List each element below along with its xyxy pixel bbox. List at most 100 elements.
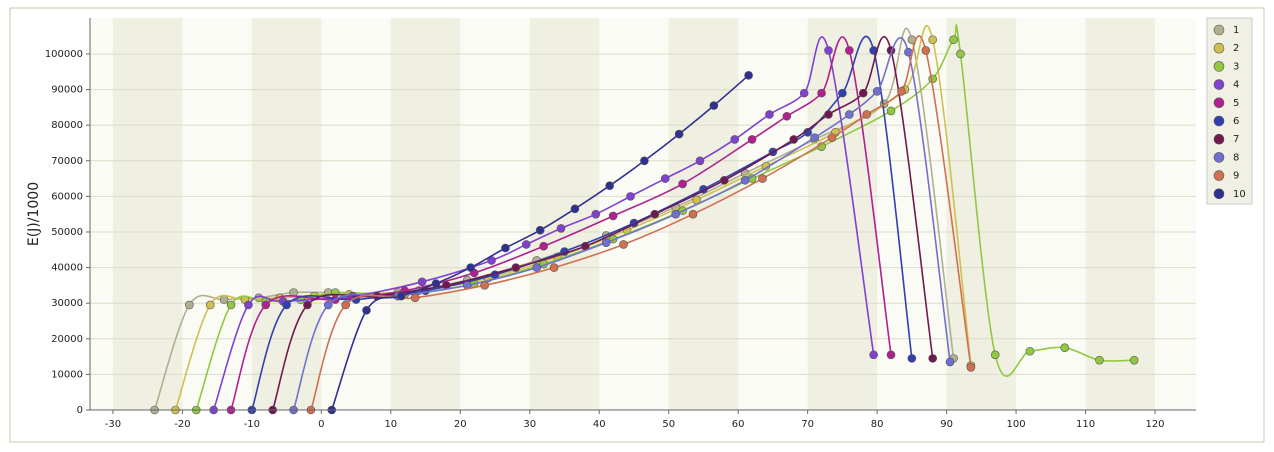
data-point	[789, 135, 799, 144]
data-point	[205, 300, 215, 310]
data-point	[782, 111, 792, 121]
data-point	[845, 46, 854, 55]
legend-label: 2	[1233, 43, 1239, 54]
data-point	[431, 279, 441, 288]
x-tick-label: -20	[174, 419, 190, 430]
x-tick-label: 70	[801, 419, 814, 430]
data-point	[886, 106, 896, 116]
data-point	[817, 88, 826, 98]
x-tick-label: 90	[940, 419, 953, 430]
data-point	[1060, 343, 1069, 352]
data-point	[410, 293, 420, 303]
y-tick-label: 70000	[51, 156, 83, 167]
band	[807, 18, 878, 410]
data-point	[532, 263, 542, 272]
y-axis-label: E(J)/1000	[26, 182, 42, 246]
data-point	[858, 88, 868, 98]
data-point	[261, 300, 271, 310]
data-point	[956, 49, 965, 59]
data-point	[824, 46, 833, 55]
data-point	[282, 300, 291, 310]
x-tick-label: 110	[1076, 419, 1095, 430]
legend-marker	[1213, 97, 1225, 109]
legend-label: 5	[1233, 98, 1239, 109]
data-point	[660, 174, 670, 183]
y-tick-label: 60000	[51, 191, 83, 202]
data-point	[185, 300, 194, 310]
legend-label: 10	[1233, 189, 1246, 200]
legend-label: 9	[1233, 171, 1239, 182]
series-line	[212, 36, 875, 411]
data-point	[928, 35, 937, 45]
data-point	[303, 300, 312, 310]
band	[946, 18, 1017, 410]
band	[251, 18, 322, 410]
data-point	[480, 281, 489, 290]
band	[112, 18, 183, 410]
legend-label: 1	[1233, 25, 1239, 36]
data-point	[226, 300, 236, 310]
data-point	[539, 241, 548, 251]
legend-marker	[1213, 24, 1225, 36]
data-point	[678, 179, 687, 189]
data-point	[501, 243, 510, 253]
data-point	[650, 209, 660, 219]
data-point	[605, 181, 614, 190]
data-point	[730, 135, 740, 144]
y-tick-label: 100000	[45, 49, 83, 60]
data-point	[1095, 355, 1104, 365]
data-point	[396, 291, 406, 301]
data-point	[765, 110, 774, 119]
data-point	[535, 225, 545, 235]
band	[1085, 18, 1156, 410]
data-point	[219, 295, 229, 304]
y-tick-label: 80000	[51, 120, 83, 131]
data-point	[740, 176, 750, 185]
data-point	[928, 74, 937, 84]
data-point	[862, 110, 872, 119]
legend-marker	[1213, 170, 1225, 181]
data-point	[601, 238, 611, 247]
data-point	[362, 306, 371, 315]
data-point	[521, 240, 531, 249]
data-point	[945, 357, 955, 367]
data-point	[744, 71, 753, 80]
x-tick-label: 80	[871, 419, 884, 430]
legend-label: 6	[1233, 116, 1239, 127]
x-tick-label: 0	[318, 419, 324, 430]
y-tick-label: 0	[77, 405, 83, 416]
data-point	[872, 87, 882, 96]
legend-marker	[1213, 188, 1225, 200]
data-point	[897, 87, 906, 96]
data-point	[886, 350, 896, 360]
legend-marker	[1213, 115, 1225, 127]
data-point	[608, 211, 618, 221]
data-point	[511, 263, 521, 272]
band	[529, 18, 600, 410]
data-point	[869, 350, 878, 360]
data-point	[341, 300, 350, 310]
data-point	[570, 204, 580, 214]
data-point	[928, 354, 937, 363]
data-point	[799, 88, 809, 98]
data-point	[838, 88, 847, 98]
data-point	[747, 135, 757, 144]
data-point	[695, 156, 705, 166]
data-point	[824, 110, 833, 119]
data-point	[719, 176, 729, 185]
data-point	[323, 300, 333, 310]
band	[390, 18, 461, 410]
data-point	[810, 133, 819, 142]
x-tick-label: 30	[523, 419, 536, 430]
data-point	[244, 300, 253, 310]
data-point	[709, 101, 719, 110]
legend-label: 7	[1233, 134, 1239, 145]
data-point	[758, 174, 767, 183]
data-point	[626, 192, 635, 201]
data-point	[688, 209, 698, 219]
data-point	[949, 35, 958, 45]
x-tick-label: -30	[105, 419, 121, 430]
legend-label: 8	[1233, 152, 1239, 163]
y-tick-label: 20000	[51, 334, 83, 345]
